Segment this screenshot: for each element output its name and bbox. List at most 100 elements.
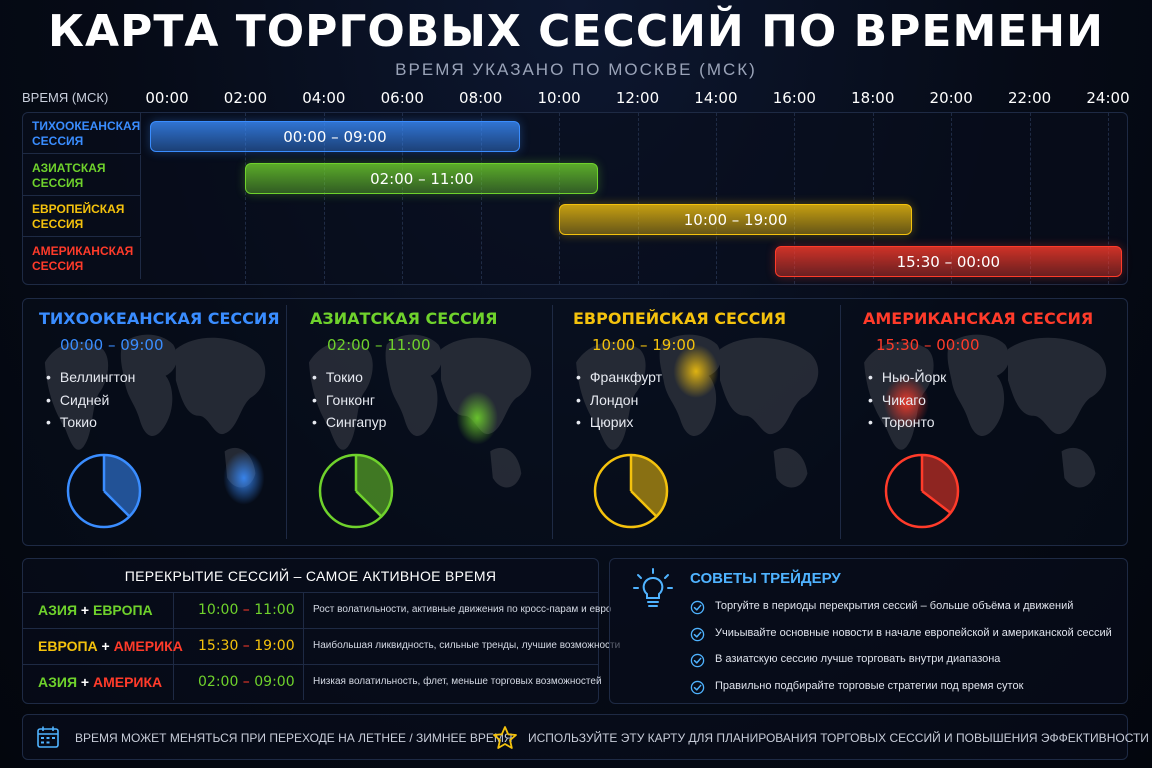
- column-divider: [840, 305, 841, 539]
- overlap-session-b: АМЕРИКА: [92, 674, 163, 690]
- overlap-time-end: 09:00: [254, 674, 295, 690]
- calendar-icon: [37, 726, 59, 748]
- time-tick-label: 20:00: [929, 89, 973, 107]
- time-tick-label: 14:00: [694, 89, 738, 107]
- overlap-title: ПЕРЕКРЫТИЕ СЕССИЙ – САМОЕ АКТИВНОЕ ВРЕМЯ: [124, 568, 497, 584]
- star-icon: [493, 726, 517, 749]
- row-label-line2: СЕССИЯ: [32, 176, 84, 190]
- time-tick-label: 12:00: [615, 89, 660, 107]
- row-label-line1: ЕВРОПЕЙСКАЯ: [32, 202, 125, 216]
- column-divider: [286, 305, 287, 539]
- clock-icon: [593, 453, 669, 529]
- grid-line: [715, 113, 717, 284]
- session-time: 02:00 – 11:00: [327, 336, 431, 354]
- city-item: Токио: [312, 369, 363, 385]
- row-label-line2: СЕССИЯ: [32, 134, 84, 148]
- grid-line: [637, 113, 639, 284]
- grid-line: [323, 113, 325, 284]
- city-item: Торонто: [868, 414, 935, 430]
- overlap-row: [22, 664, 599, 700]
- grid-line: [794, 113, 796, 284]
- tip-item: В азиатскую сессию лучше торговать внутр…: [715, 653, 1001, 665]
- session-title: ЕВРОПЕЙСКАЯ СЕССИЯ: [573, 309, 787, 328]
- overlap-description: Низкая волатильность, флет, меньше торго…: [313, 676, 602, 687]
- session-time: 15:30 – 00:00: [876, 336, 980, 354]
- session-row-label: ЕВРОПЕЙСКАЯ СЕССИЯ: [22, 196, 141, 237]
- tip-item: Правильно подбирайте торговые стратегии …: [715, 679, 1024, 692]
- city-item: Сидней: [46, 392, 109, 408]
- tip-item: Торгуйте в периоды перекрытия сессий – б…: [715, 600, 1074, 612]
- overlap-session-b: ЕВРОПА: [92, 602, 153, 618]
- overlap-description: Наибольшая ликвидность, сильные тренды, …: [313, 640, 621, 651]
- session-bar: 00:00 – 09:00: [150, 121, 520, 152]
- row-label-line1: АЗИАТСКАЯ: [32, 161, 106, 175]
- overlap-time: 15:30 – 19:00: [198, 638, 295, 654]
- city-item: Франкфурт: [576, 369, 662, 385]
- row-label-line1: АМЕРИКАНСКАЯ: [32, 244, 134, 258]
- footer-right-text: ИСПОЛЬЗУЙТЕ ЭТУ КАРТУ ДЛЯ ПЛАНИРОВАНИЯ Т…: [528, 731, 1149, 745]
- city-item: Нью-Йорк: [868, 369, 946, 385]
- time-tick-label: 04:00: [302, 89, 346, 107]
- time-tick-label: 16:00: [772, 89, 816, 107]
- overlap-dash: –: [238, 638, 255, 654]
- footer-panel: [22, 714, 1128, 760]
- grid-line: [245, 113, 247, 284]
- overlap-time-start: 02:00: [198, 674, 239, 690]
- city-item: Токио: [46, 414, 97, 430]
- time-tick-label: 10:00: [537, 89, 581, 107]
- city-item: Чикаго: [868, 392, 926, 408]
- table-column-divider: [173, 592, 174, 700]
- overlap-row: [22, 592, 599, 628]
- city-item: Лондон: [576, 392, 638, 408]
- time-axis-label: ВРЕМЯ (МСК): [22, 90, 109, 105]
- session-bar: 10:00 – 19:00: [559, 204, 912, 235]
- session-title: АМЕРИКАНСКАЯ СЕССИЯ: [863, 309, 1094, 328]
- overlap-plus: +: [97, 638, 114, 654]
- session-bar: 15:30 – 00:00: [774, 246, 1122, 277]
- grid-line: [559, 113, 561, 284]
- overlap-plus: +: [77, 602, 93, 618]
- grid-line: [951, 113, 953, 284]
- footer-left-text: ВРЕМЯ МОЖЕТ МЕНЯТЬСЯ ПРИ ПЕРЕХОДЕ НА ЛЕТ…: [75, 731, 513, 745]
- city-item: Цюрих: [576, 414, 633, 430]
- overlap-time-start: 10:00: [198, 602, 239, 618]
- overlap-dash: –: [238, 674, 255, 690]
- session-row-label: ТИХООКЕАНСКАЯ СЕССИЯ: [22, 113, 141, 154]
- time-tick-label: 06:00: [380, 89, 424, 107]
- page-title: КАРТА ТОРГОВЫХ СЕССИЙ ПО ВРЕМЕНИ: [48, 6, 1104, 57]
- city-item: Сингапур: [312, 414, 386, 430]
- clock-icon: [884, 453, 960, 529]
- city-item: Гонконг: [312, 392, 375, 408]
- check-circle-icon: [690, 653, 705, 668]
- world-map-icon: [308, 334, 532, 488]
- row-label-line2: СЕССИЯ: [32, 259, 84, 273]
- overlap-description: Рост волатильности, активные движения по…: [313, 604, 612, 615]
- tips-title: СОВЕТЫ ТРЕЙДЕРУ: [690, 570, 841, 587]
- overlap-time-end: 11:00: [254, 602, 295, 618]
- session-time: 00:00 – 09:00: [60, 336, 164, 354]
- overlap-session-a: АЗИЯ: [38, 674, 78, 690]
- clock-icon: [66, 453, 142, 529]
- overlap-time-end: 19:00: [254, 638, 295, 654]
- overlap-time: 10:00 – 11:00: [198, 602, 295, 618]
- overlap-pair: АЗИЯ + АМЕРИКА: [38, 674, 162, 690]
- session-title: АЗИАТСКАЯ СЕССИЯ: [310, 309, 498, 328]
- grid-line: [872, 113, 874, 284]
- page-subtitle: ВРЕМЯ УКАЗАНО ПО МОСКВЕ (МСК): [395, 60, 757, 79]
- lightbulb-icon: [633, 568, 673, 607]
- overlap-session-a: АЗИЯ: [38, 602, 78, 618]
- overlap-time-start: 15:30: [198, 638, 239, 654]
- overlap-pair: ЕВРОПА + АМЕРИКА: [38, 638, 183, 654]
- session-bar: 02:00 – 11:00: [245, 163, 599, 194]
- overlap-time: 02:00 – 09:00: [198, 674, 295, 690]
- time-tick-label: 00:00: [145, 89, 189, 107]
- city-item: Веллингтон: [46, 369, 135, 385]
- overlap-session-b: АМЕРИКА: [113, 638, 183, 654]
- grid-line: [1108, 113, 1109, 284]
- overlap-plus: +: [77, 674, 93, 690]
- row-label-line2: СЕССИЯ: [32, 217, 84, 231]
- time-tick-label: 22:00: [1007, 89, 1052, 107]
- clock-icon: [318, 453, 394, 529]
- time-tick-label: 08:00: [459, 89, 503, 107]
- grid-line: [1029, 113, 1031, 284]
